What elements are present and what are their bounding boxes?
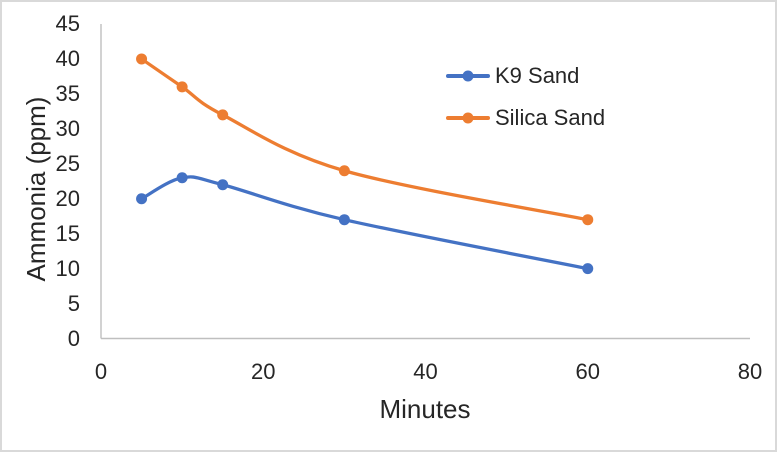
y-axis-title: Ammonia (ppm) [21, 96, 51, 282]
data-point-k9-sand [176, 172, 188, 184]
y-tick-label: 40 [55, 45, 80, 71]
legend-label-k9-sand: K9 Sand [495, 63, 580, 88]
x-axis-title: Minutes [379, 394, 471, 424]
legend-circle-marker-icon [462, 70, 474, 82]
x-tick-label: 0 [94, 359, 108, 384]
data-point-silica-sand [136, 53, 148, 65]
y-tick-label: 0 [67, 325, 80, 351]
legend-entry-k9-sand: K9 Sand [446, 62, 579, 90]
x-tick-label: 60 [575, 359, 600, 384]
y-tick-label: 25 [55, 150, 80, 176]
y-tick-label: 30 [55, 115, 80, 141]
data-point-k9-sand [217, 179, 229, 191]
x-tick-label: 80 [737, 359, 763, 384]
y-tick-label: 35 [55, 80, 80, 106]
silica-sand-line-marker-icon [446, 104, 490, 132]
legend-entry-silica-sand: Silica Sand [446, 104, 605, 132]
x-tick-label: 40 [413, 359, 438, 384]
y-tick-label: 10 [55, 255, 80, 281]
data-point-k9-sand [136, 193, 148, 205]
x-tick-label: 20 [251, 359, 276, 384]
data-point-k9-sand [338, 214, 350, 226]
data-point-silica-sand [582, 214, 594, 226]
k9-sand-line-marker-icon [446, 62, 490, 90]
y-tick-label: 15 [55, 220, 80, 246]
data-point-silica-sand [217, 109, 229, 121]
series-line-k9-sand [139, 175, 590, 271]
data-point-silica-sand [176, 81, 188, 93]
data-point-k9-sand [582, 263, 594, 275]
y-tick-label: 45 [55, 11, 80, 36]
y-tick-label: 20 [55, 185, 80, 211]
legend-circle-marker-icon [462, 112, 474, 124]
data-point-silica-sand [338, 165, 350, 177]
legend-label-silica-sand: Silica Sand [495, 105, 606, 130]
y-tick-label: 5 [67, 290, 80, 316]
